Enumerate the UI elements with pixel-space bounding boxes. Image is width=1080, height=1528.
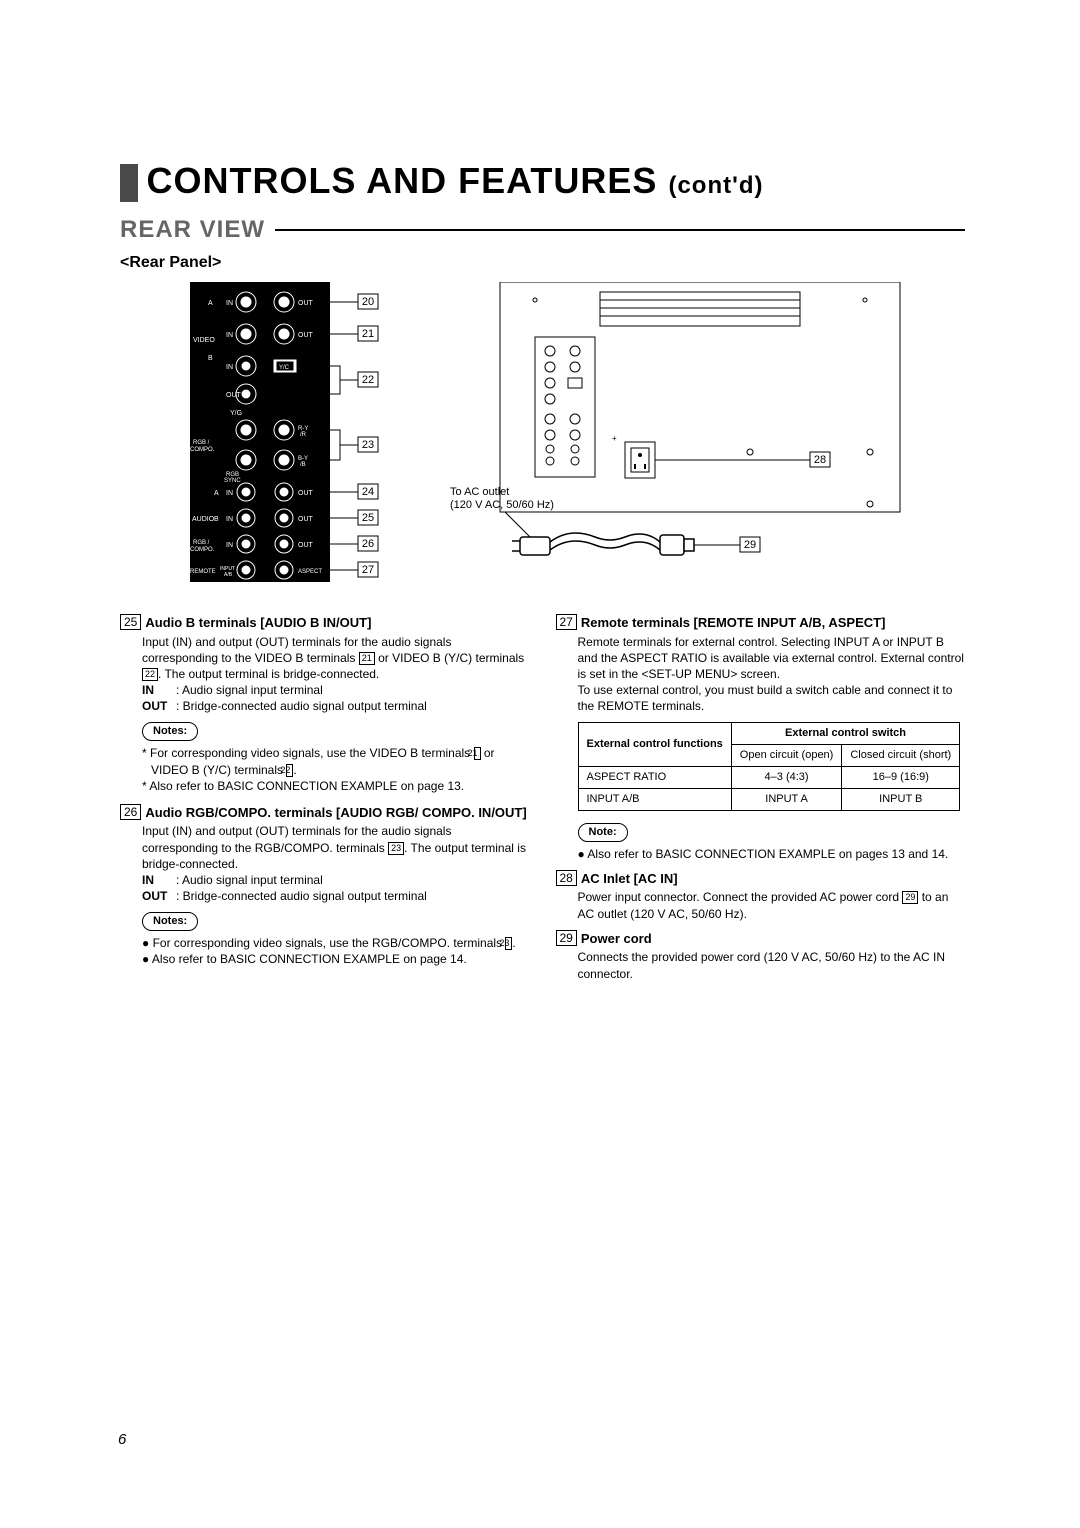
th-open: Open circuit (open) (731, 745, 842, 767)
item29-title: Power cord (581, 930, 652, 948)
svg-text:COMPO.: COMPO. (190, 547, 215, 553)
svg-text:VIDEO: VIDEO (193, 337, 215, 344)
svg-text:(120 V AC, 50/60 Hz): (120 V AC, 50/60 Hz) (450, 499, 554, 511)
item26-notes-label: Notes: (142, 912, 198, 931)
item26-num: 26 (120, 804, 141, 820)
svg-text:Y/G: Y/G (230, 410, 242, 417)
page-title: CONTROLS AND FEATURES (cont'd) (146, 160, 763, 202)
item28-body: Power input connector. Connect the provi… (578, 889, 966, 921)
svg-text:/R: /R (300, 432, 307, 438)
item29-head: 29 Power cord (556, 930, 966, 948)
table-row: INPUT A/B INPUT A INPUT B (578, 789, 960, 811)
svg-text:23: 23 (362, 439, 374, 451)
item25-body: Input (IN) and output (OUT) terminals fo… (142, 634, 530, 683)
svg-text:IN: IN (226, 490, 233, 497)
th-switch: External control switch (731, 723, 959, 745)
svg-text:RGB /: RGB / (193, 440, 210, 446)
svg-text:A: A (214, 490, 219, 497)
item26-notes: ● For corresponding video signals, use t… (142, 935, 530, 967)
svg-text:+: + (612, 434, 617, 443)
svg-text:OUT: OUT (298, 542, 314, 549)
svg-text:To AC outlet: To AC outlet (450, 486, 509, 498)
svg-text:A: A (208, 300, 213, 307)
section-row: REAR VIEW (120, 216, 965, 244)
chassis-rear-diagram: + 28 29 To AC outlet (120 V AC, 50/60 Hz… (450, 282, 910, 582)
svg-text:IN: IN (226, 542, 233, 549)
item26-in: IN: Audio signal input terminal (142, 872, 530, 888)
svg-text:22: 22 (362, 374, 374, 386)
svg-text:A/B: A/B (224, 572, 233, 578)
title-row: CONTROLS AND FEATURES (cont'd) (120, 160, 965, 202)
svg-text:AUDIO: AUDIO (192, 516, 215, 523)
item28-head: 28 AC Inlet [AC IN] (556, 870, 966, 888)
item26-out: OUT: Bridge-connected audio signal outpu… (142, 888, 530, 904)
section-rule (275, 229, 965, 231)
svg-text:21: 21 (362, 328, 374, 340)
body-columns: 25 Audio B terminals [AUDIO B IN/OUT] In… (120, 610, 965, 982)
svg-text:B: B (214, 516, 219, 523)
item25-notes-label: Notes: (142, 722, 198, 741)
svg-text:Y/C: Y/C (279, 365, 290, 371)
left-column: 25 Audio B terminals [AUDIO B IN/OUT] In… (120, 610, 530, 982)
svg-text:COMPO.: COMPO. (190, 447, 215, 453)
item27-head: 27 Remote terminals [REMOTE INPUT A/B, A… (556, 614, 966, 632)
item25-head: 25 Audio B terminals [AUDIO B IN/OUT] (120, 614, 530, 632)
item27-note-label: Note: (578, 823, 628, 842)
svg-text:IN: IN (226, 332, 233, 339)
svg-text:26: 26 (362, 538, 374, 550)
svg-text:OUT: OUT (298, 490, 314, 497)
th-closed: Closed circuit (short) (842, 745, 960, 767)
item28-title: AC Inlet [AC IN] (581, 870, 678, 888)
svg-text:IN: IN (226, 364, 233, 371)
svg-text:27: 27 (362, 564, 374, 576)
svg-text:SYNC: SYNC (224, 478, 241, 484)
item27-notes: ● Also refer to BASIC CONNECTION EXAMPLE… (578, 846, 966, 862)
item28-num: 28 (556, 870, 577, 886)
item26-head: 26 Audio RGB/COMPO. terminals [AUDIO RGB… (120, 804, 530, 822)
svg-text:24: 24 (362, 486, 374, 498)
svg-text:IN: IN (226, 300, 233, 307)
svg-text:20: 20 (362, 296, 374, 308)
item27-num: 27 (556, 614, 577, 630)
external-control-table: External control functions External cont… (578, 722, 961, 810)
rear-panel-label: <Rear Panel> (120, 254, 965, 272)
svg-text:OUT: OUT (298, 332, 314, 339)
title-cont: (cont'd) (668, 172, 763, 199)
item25-in: IN: Audio signal input terminal (142, 682, 530, 698)
terminal-panel-diagram: A IN OUT VIDEO IN OUT B IN OUT Y/G R-Y/R… (190, 282, 420, 582)
page-number: 6 (118, 1431, 126, 1448)
svg-text:B: B (208, 355, 213, 362)
svg-text:29: 29 (744, 539, 756, 551)
svg-text:/B: /B (300, 462, 306, 468)
svg-text:RGB /: RGB / (193, 540, 210, 546)
svg-text:25: 25 (362, 512, 374, 524)
svg-text:OUT: OUT (298, 300, 314, 307)
section-title: REAR VIEW (120, 216, 265, 244)
right-column: 27 Remote terminals [REMOTE INPUT A/B, A… (556, 610, 966, 982)
item25-out: OUT: Bridge-connected audio signal outpu… (142, 698, 530, 714)
table-row: ASPECT RATIO 4–3 (4:3) 16–9 (16:9) (578, 767, 960, 789)
svg-text:OUT: OUT (298, 516, 314, 523)
svg-text:IN: IN (226, 516, 233, 523)
item26-title: Audio RGB/COMPO. terminals [AUDIO RGB/ C… (145, 804, 526, 822)
diagrams: A IN OUT VIDEO IN OUT B IN OUT Y/G R-Y/R… (190, 282, 965, 582)
item25-num: 25 (120, 614, 141, 630)
accent-bar (120, 164, 138, 202)
svg-text:OUT: OUT (226, 392, 242, 399)
item27-title: Remote terminals [REMOTE INPUT A/B, ASPE… (581, 614, 886, 632)
item25-title: Audio B terminals [AUDIO B IN/OUT] (145, 614, 371, 632)
item29-num: 29 (556, 930, 577, 946)
item29-body: Connects the provided power cord (120 V … (578, 949, 966, 981)
svg-text:REMOTE: REMOTE (190, 569, 216, 575)
item27-body: Remote terminals for external control. S… (578, 634, 966, 715)
item26-body: Input (IN) and output (OUT) terminals fo… (142, 823, 530, 872)
title-main: CONTROLS AND FEATURES (146, 160, 657, 201)
svg-text:ASPECT: ASPECT (298, 569, 322, 575)
svg-text:28: 28 (814, 454, 826, 466)
th-functions: External control functions (578, 723, 731, 767)
item25-notes: * For corresponding video signals, use t… (142, 745, 530, 794)
